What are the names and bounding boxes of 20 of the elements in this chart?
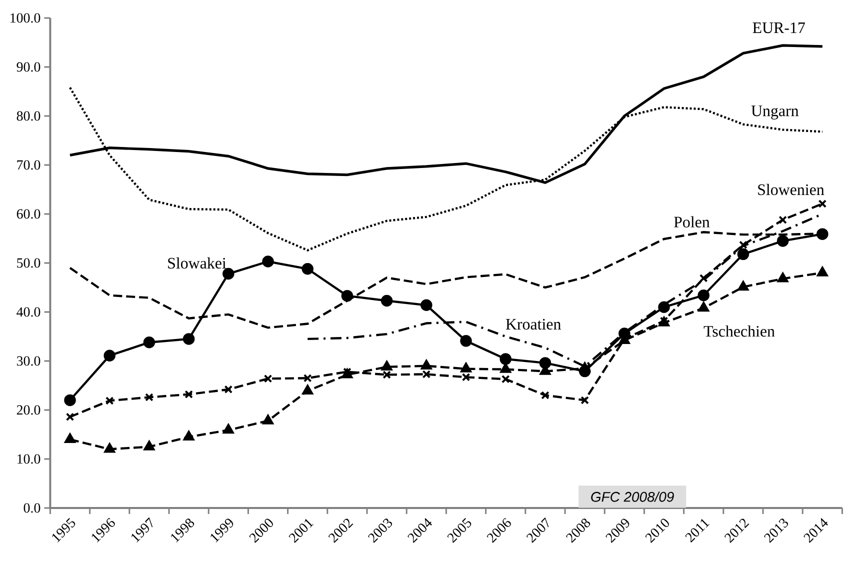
y-tick-label: 10.0 <box>18 454 40 464</box>
y-tick-label: 70.0 <box>17 160 40 170</box>
y-tick-label: 0.0 <box>24 503 40 513</box>
series-label: Slowenien <box>758 184 824 196</box>
x-tick-label: 2011 <box>685 519 710 543</box>
annotation: GFC 2008/09 <box>591 492 674 502</box>
series-label: EUR-17 <box>752 22 805 34</box>
series-label: Kroatien <box>506 318 561 330</box>
y-tick-label: 60.0 <box>16 209 40 219</box>
y-tick-label: 20.0 <box>16 405 40 415</box>
y-tick-label: 100.0 <box>10 13 40 23</box>
y-tick-label: 80.0 <box>16 111 40 121</box>
series-label: Tschechien <box>704 325 775 337</box>
series-label: Ungarn <box>751 106 799 120</box>
y-tick-label: 30.0 <box>16 356 40 366</box>
series-label: Slowakei <box>168 257 226 269</box>
y-tick-label: 90.0 <box>16 62 40 72</box>
series-label: Polen <box>674 216 710 228</box>
y-tick-label: 50.0 <box>17 258 40 268</box>
y-tick-label: 40.0 <box>16 307 40 317</box>
